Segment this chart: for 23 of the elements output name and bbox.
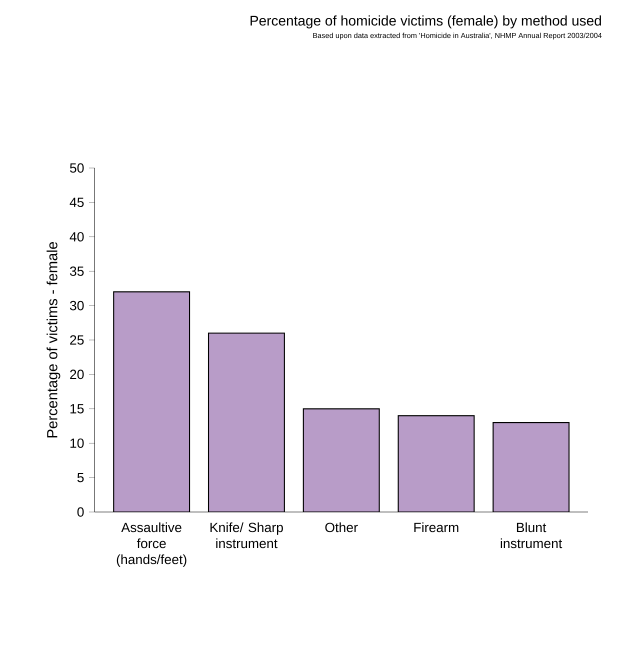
bar xyxy=(398,415,475,512)
y-tick-label: 15 xyxy=(70,404,84,414)
y-tick-label: 40 xyxy=(70,232,84,242)
x-tick-label: Assaultive force (hands/feet) xyxy=(116,522,186,567)
y-tick-label: 45 xyxy=(70,198,84,208)
y-tick-label: 35 xyxy=(70,266,84,276)
bar xyxy=(113,291,190,512)
y-tick-label: 30 xyxy=(70,300,84,310)
y-tick-label: 25 xyxy=(70,335,84,345)
x-tick-label: Blunt instrument xyxy=(500,522,562,548)
y-tick-label: 50 xyxy=(70,163,84,173)
x-tick-label: Knife/ Sharp instrument xyxy=(210,522,283,548)
chart-title: Percentage of homicide victims (female) by method used xyxy=(250,15,601,28)
y-tick-label: 5 xyxy=(77,472,84,482)
bar xyxy=(492,422,570,512)
bar xyxy=(302,408,380,512)
x-tick-label: Firearm xyxy=(414,522,458,532)
x-tick-label: Other xyxy=(325,522,358,532)
y-tick-label: 20 xyxy=(70,370,84,380)
y-tick-label: 10 xyxy=(70,438,84,448)
y-axis-title: Percentage of victims - female xyxy=(46,242,60,438)
bar xyxy=(208,332,285,512)
y-tick-label: 0 xyxy=(77,507,84,517)
